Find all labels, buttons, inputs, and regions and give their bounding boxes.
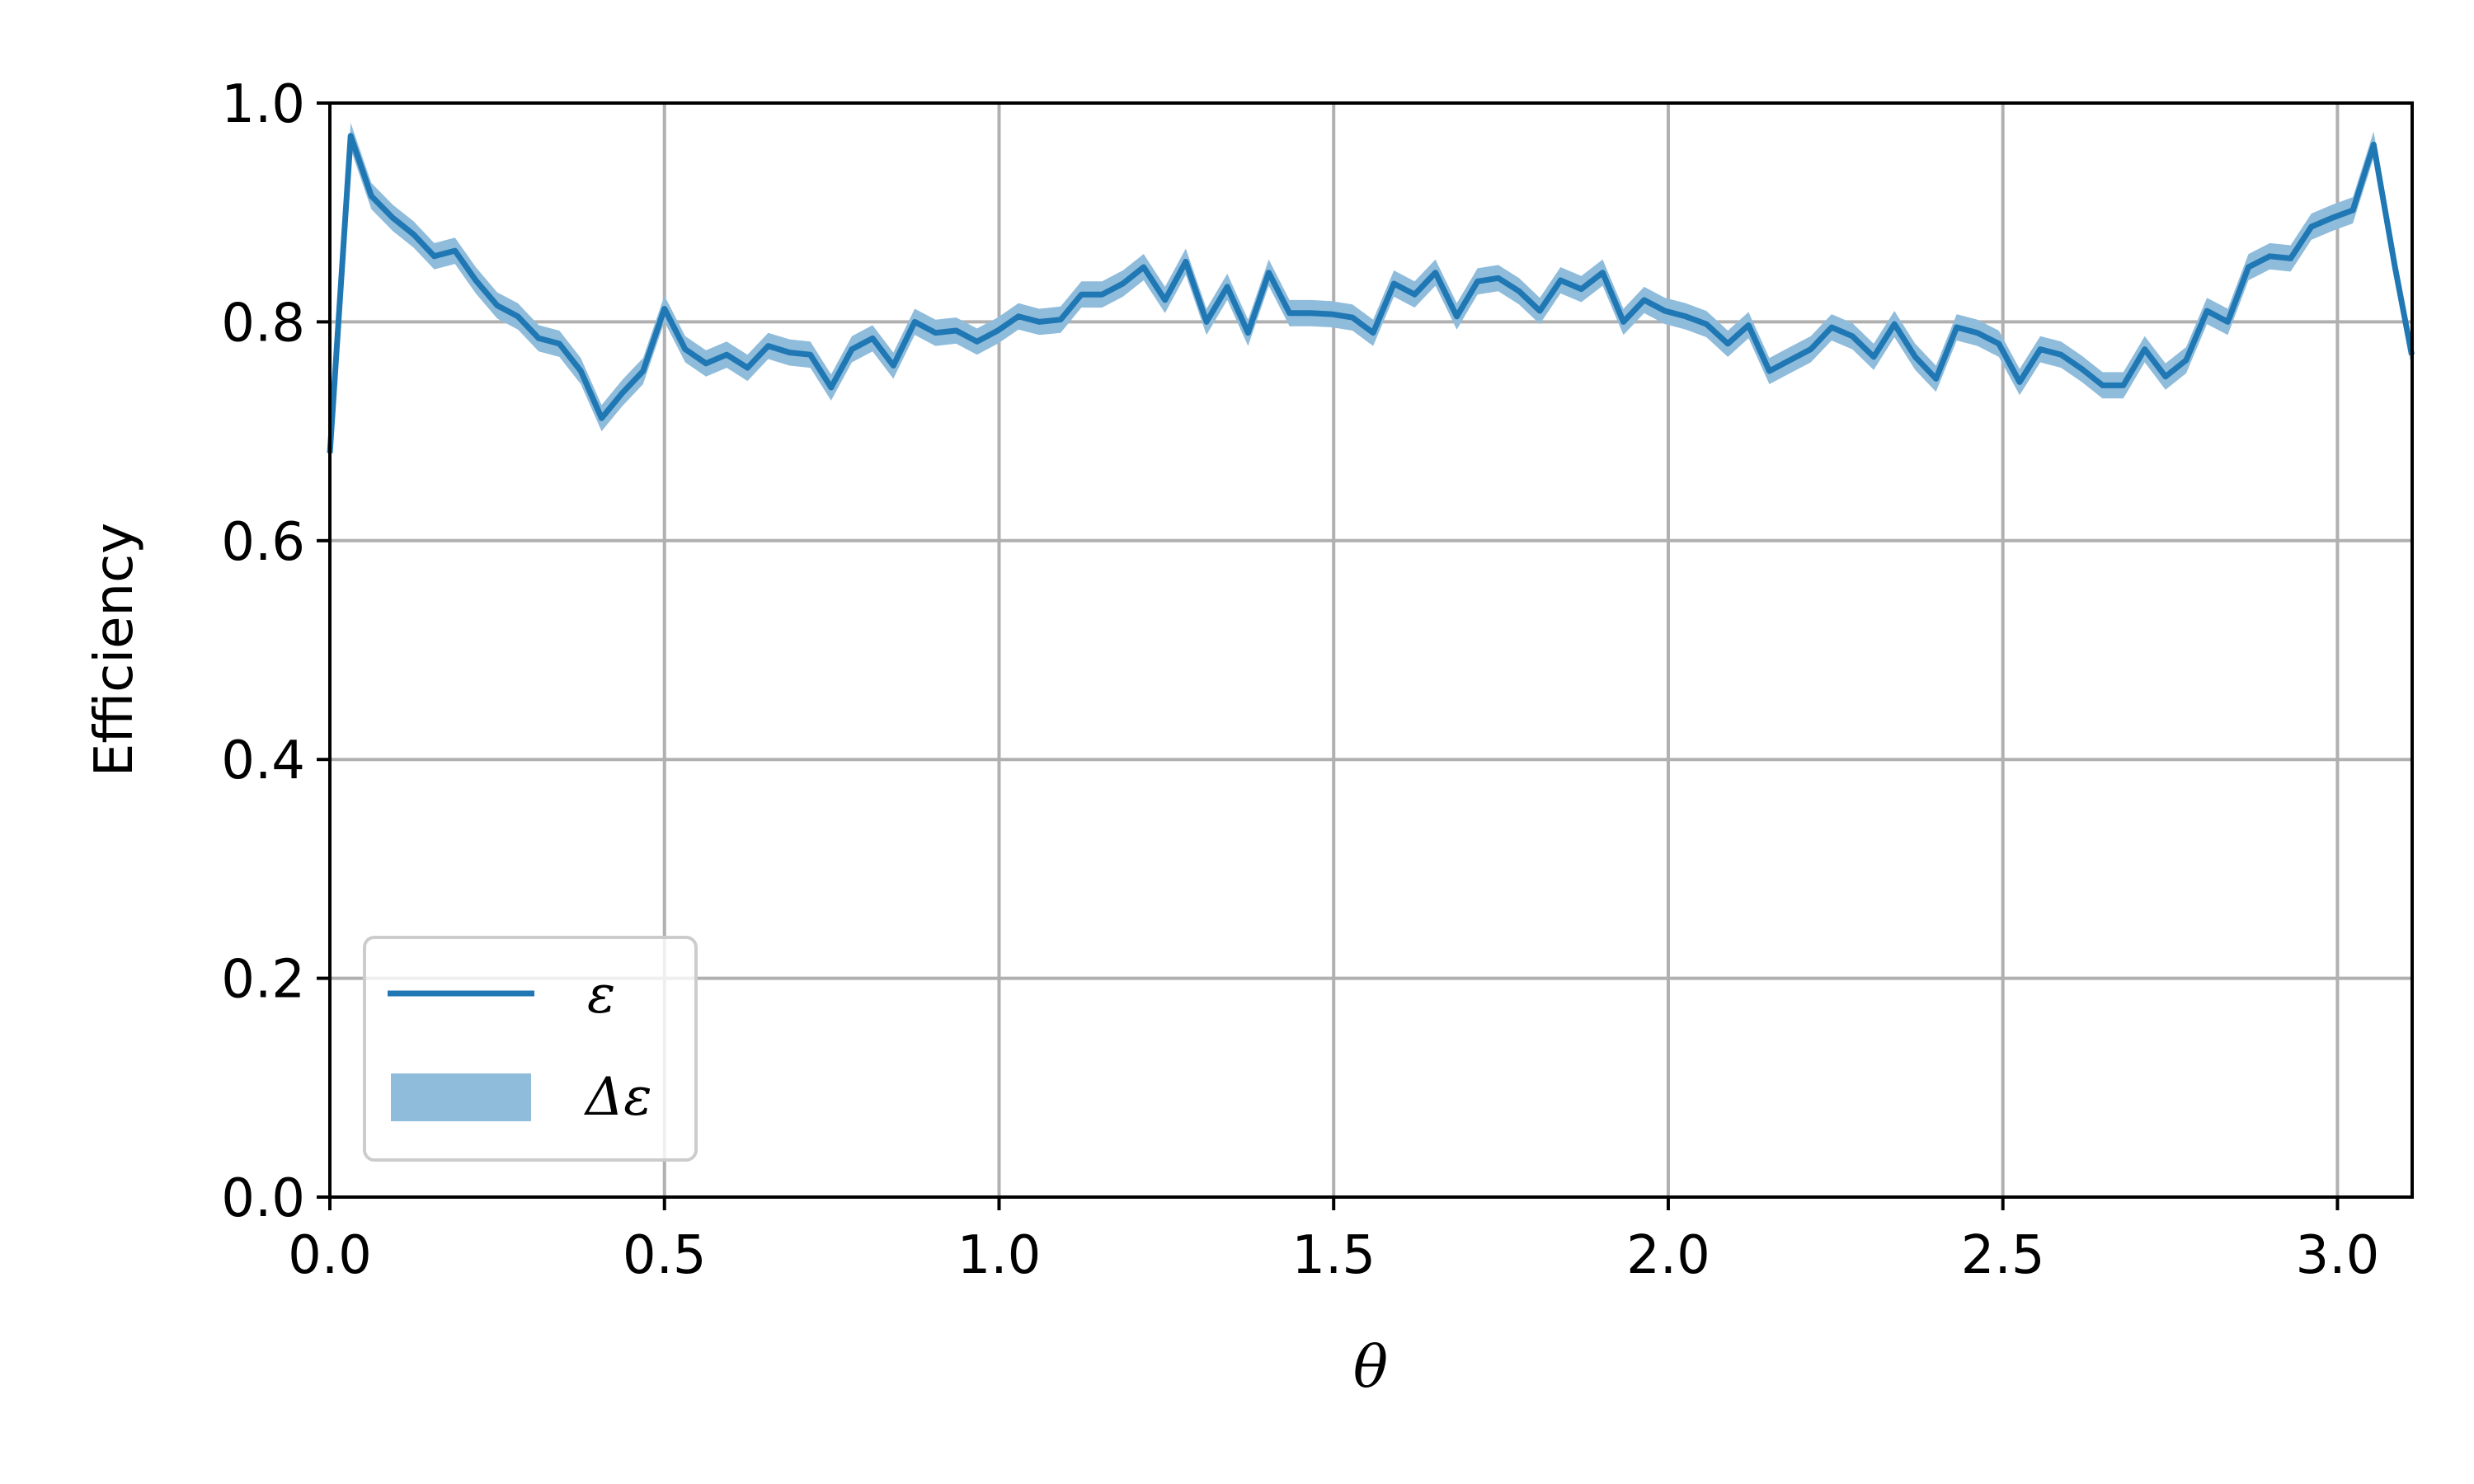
legend: ε Δε bbox=[363, 936, 698, 1162]
x-tick-label: 0.0 bbox=[288, 1225, 372, 1286]
x-axis-label: θ bbox=[1353, 1333, 1388, 1401]
y-axis-ticks: 0.0 0.2 0.4 0.6 0.8 1.0 bbox=[221, 74, 330, 1229]
y-tick-label: 0.8 bbox=[221, 293, 305, 354]
y-tick-label: 1.0 bbox=[221, 74, 305, 135]
y-tick-label: 0.2 bbox=[221, 950, 305, 1011]
x-tick-label: 2.0 bbox=[1626, 1225, 1710, 1286]
x-tick-label: 2.5 bbox=[1961, 1225, 2045, 1286]
plot-frame bbox=[328, 101, 2414, 1199]
x-tick-label: 1.0 bbox=[957, 1225, 1042, 1286]
y-tick-label: 0.6 bbox=[221, 512, 305, 573]
y-axis-label: Efficiency bbox=[84, 523, 145, 777]
legend-series-label: ε bbox=[587, 965, 615, 1026]
x-grid-lines bbox=[328, 103, 2340, 1197]
legend-band-label: Δε bbox=[583, 1067, 652, 1128]
uncertainty-band-layer bbox=[330, 122, 2412, 467]
uncertainty-band bbox=[330, 122, 2412, 467]
x-tick-label: 1.5 bbox=[1291, 1225, 1376, 1286]
y-tick-label: 0.0 bbox=[221, 1168, 305, 1229]
x-axis-ticks: 0.0 0.5 1.0 1.5 2.0 2.5 3.0 bbox=[288, 1197, 2379, 1286]
series-line-layer bbox=[327, 133, 2415, 453]
series-line bbox=[327, 133, 2415, 453]
x-tick-label: 0.5 bbox=[623, 1225, 707, 1286]
y-tick-label: 0.4 bbox=[221, 730, 305, 791]
legend-band-swatch bbox=[391, 1073, 531, 1121]
x-tick-label: 3.0 bbox=[2296, 1225, 2380, 1286]
